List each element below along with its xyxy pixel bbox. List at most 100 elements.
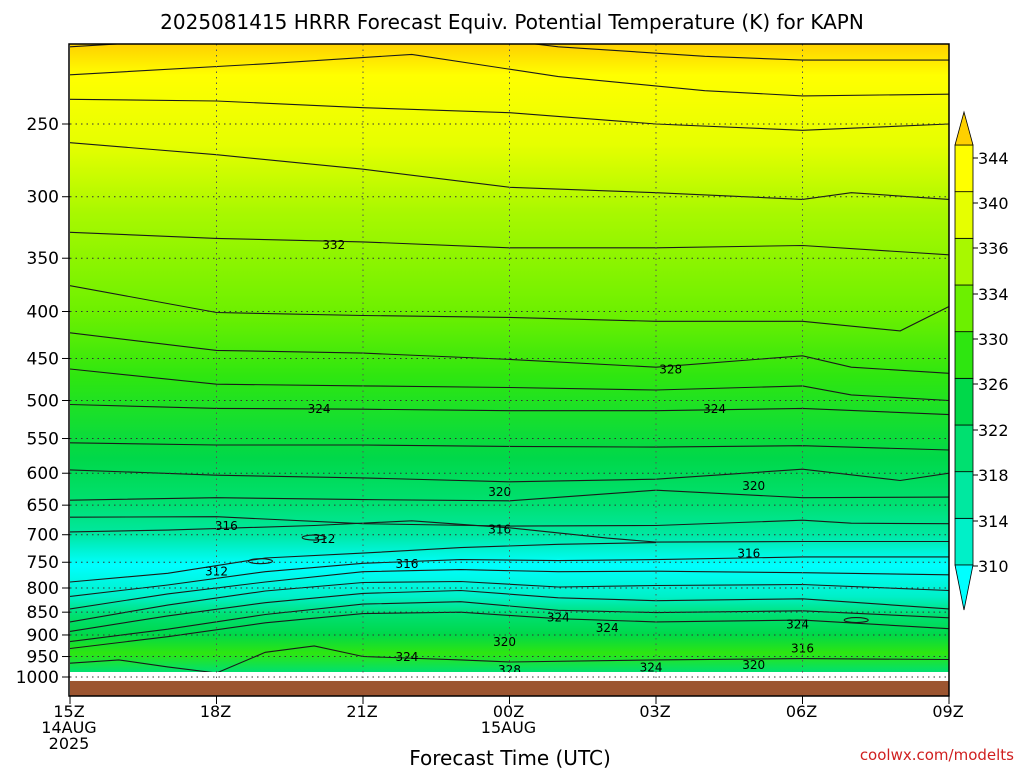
y-tick-label: 250: [27, 115, 59, 135]
contour-label-324: 324: [308, 402, 331, 416]
x-tick-label: 21Z: [346, 702, 377, 721]
contour-label-320: 320: [742, 479, 765, 493]
contour-label-328: 328: [498, 663, 521, 677]
contour-label-text: 324: [308, 402, 331, 416]
y-tick-label: 550: [27, 430, 59, 450]
contour-label-312: 312: [312, 532, 335, 546]
contour-316: [70, 516, 949, 527]
colorbar-segment: [954, 237, 974, 286]
x-tick-label: 2025: [49, 734, 90, 753]
x-tick-label: 18Z: [200, 702, 231, 721]
contour-label-320: 320: [488, 485, 511, 499]
contour-322: [70, 601, 949, 643]
credit-link[interactable]: coolwx.com/modelts: [860, 746, 1014, 764]
contour-label-text: 316: [791, 642, 814, 656]
contour-label-316: 316: [215, 519, 238, 533]
x-tick-label: 09Z: [932, 702, 963, 721]
colorbar-tick-label: 310: [978, 557, 1009, 576]
colorbar-segment: [954, 191, 974, 239]
contour-label-316: 316: [791, 642, 814, 656]
contour-320: [70, 589, 949, 632]
x-tick-label: 15AUG: [481, 718, 536, 737]
x-tick-label: 15Z: [53, 702, 84, 721]
y-tick-label: 500: [27, 392, 59, 412]
colorbar-segment: [954, 517, 974, 566]
contour-328: [70, 332, 949, 374]
y-tick-label: 600: [27, 464, 59, 484]
y-tick-label: 850: [27, 603, 59, 623]
contour-closed-312: [301, 534, 327, 541]
x-tick-label: 00Z: [493, 702, 524, 721]
colorbar-tick-label: 314: [978, 512, 1009, 531]
contour-label-328: 328: [659, 362, 682, 376]
contour-label-text: 320: [488, 485, 511, 499]
contour-label-text: 320: [742, 658, 765, 672]
contour-label-text: 312: [205, 565, 228, 579]
contour-closed-312: [247, 558, 274, 565]
contour-label-text: 328: [498, 663, 521, 677]
y-tick-label: 900: [27, 626, 59, 646]
contour-label-320: 320: [742, 658, 765, 672]
colorbar-segment: [954, 424, 974, 473]
contour-label-324: 324: [786, 618, 809, 632]
contour-314: [70, 556, 949, 597]
contour-label-text: 312: [312, 532, 335, 546]
contour-label-text: 316: [737, 547, 760, 561]
contour-320: [70, 468, 949, 483]
colorbar-extend-high: [954, 110, 974, 146]
colorbar-tick-label: 318: [978, 466, 1009, 485]
y-tick-label: 950: [27, 648, 59, 668]
colorbar-tick-label: 344: [978, 149, 1009, 168]
contour-label-text: 332: [322, 238, 345, 252]
contour-label-text: 316: [215, 519, 238, 533]
y-tick-label: 800: [27, 579, 59, 599]
contour-label-312: 312: [205, 565, 228, 579]
contour-330: [70, 285, 949, 332]
x-tick-label: 06Z: [786, 702, 817, 721]
colorbar-tick-label: 326: [978, 375, 1009, 394]
colorbar: 310 314 318 322 326 330 334 336 340 344: [954, 110, 1009, 611]
y-tick-label: 450: [27, 349, 59, 369]
contour-336: [70, 98, 949, 131]
contour-label-text: 324: [786, 618, 809, 632]
contour-label-text: 320: [742, 479, 765, 493]
grid-layer: [70, 44, 949, 696]
y-tick-label: 1000: [16, 668, 59, 688]
y-tick-label: 350: [27, 249, 59, 269]
contour-312: [70, 542, 657, 583]
x-axis-label: Forecast Time (UTC): [409, 746, 611, 768]
contour-label-316: 316: [488, 522, 511, 536]
contour-326: [70, 368, 949, 402]
contour-316: [70, 569, 949, 610]
contour-label-text: 324: [640, 660, 663, 674]
y-tick-label: 700: [27, 526, 59, 546]
colorbar-segment: [954, 331, 974, 379]
contour-340: [70, 44, 949, 61]
colorbar-segment: [954, 144, 974, 193]
colorbar-extend-low: [954, 564, 974, 611]
colorbar-segment: [954, 471, 974, 519]
contour-label-316: 316: [395, 557, 418, 571]
colorbar-tick-label: 322: [978, 421, 1009, 440]
y-tick-label: 300: [27, 188, 59, 208]
y-tick-label: 750: [27, 553, 59, 573]
contour-label-316: 316: [737, 547, 760, 561]
contour-label-324: 324: [640, 660, 663, 674]
contour-334: [70, 142, 949, 200]
contour-label-324: 324: [596, 621, 619, 635]
colorbar-segment: [954, 377, 974, 426]
contour-338: [70, 53, 949, 97]
contour-label-text: 324: [596, 621, 619, 635]
contour-326: [70, 645, 949, 672]
colorbar-segment: [954, 284, 974, 333]
y-tick-label: 400: [27, 302, 59, 322]
colorbar-tick-label: 336: [978, 239, 1009, 258]
contour-label-text: 324: [547, 610, 570, 624]
contour-label-text: 320: [493, 635, 516, 649]
contour-318: [70, 580, 949, 623]
chart-title: 2025081415 HRRR Forecast Equiv. Potentia…: [160, 10, 864, 34]
contour-label-text: 328: [659, 362, 682, 376]
contour-label-324: 324: [547, 610, 570, 624]
